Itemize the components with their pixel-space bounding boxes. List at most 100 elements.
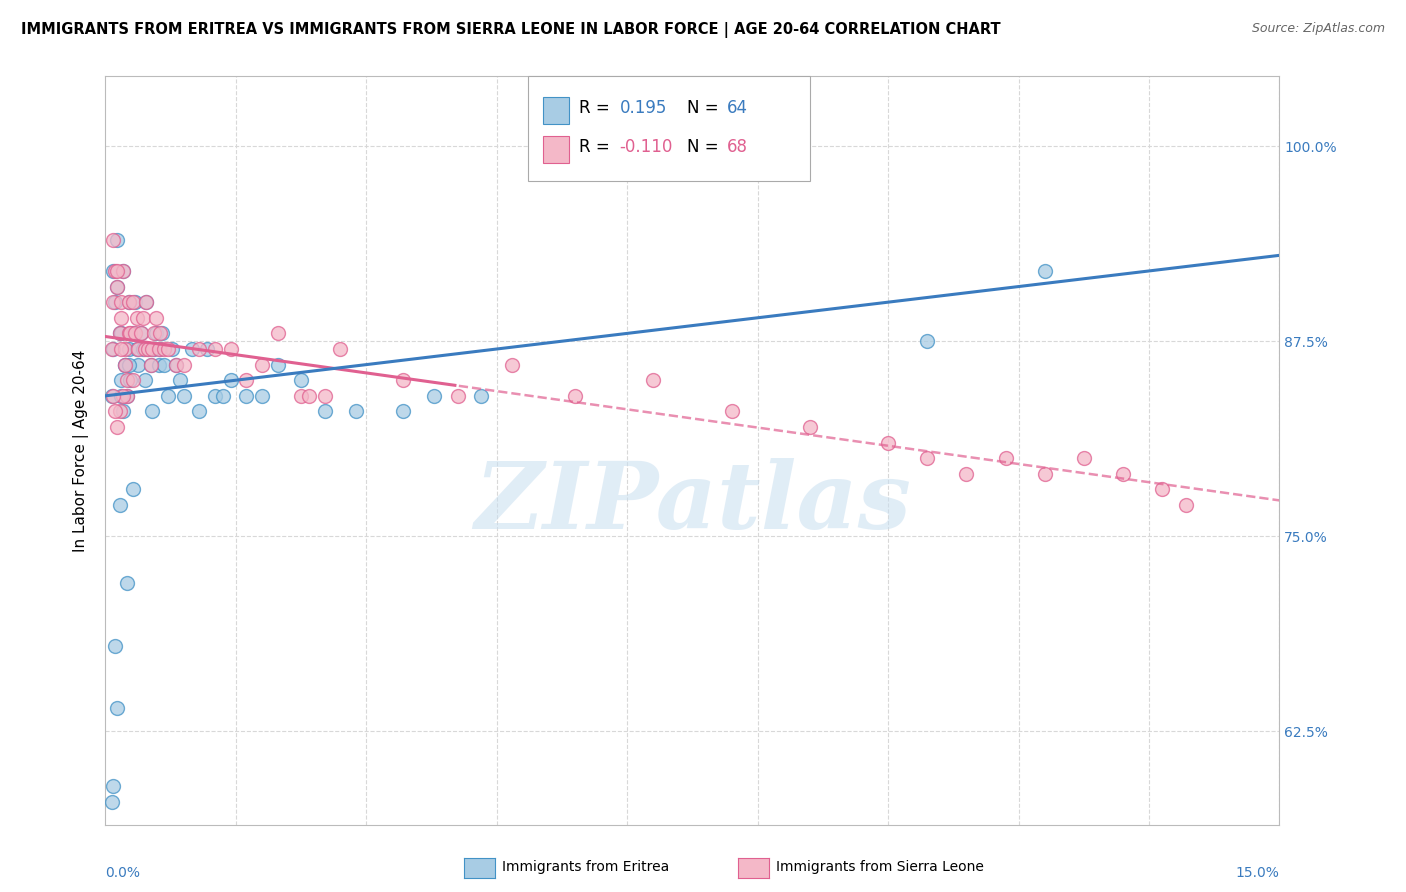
Point	[643, 373, 665, 387]
Point	[118, 295, 141, 310]
Point	[132, 342, 155, 356]
Point	[266, 358, 288, 372]
Point	[447, 389, 470, 403]
Point	[105, 279, 128, 293]
Point	[917, 451, 939, 466]
Text: Immigrants from Eritrea: Immigrants from Eritrea	[502, 860, 669, 874]
Point	[103, 342, 125, 356]
Point	[103, 389, 125, 403]
Point	[157, 342, 180, 356]
Point	[160, 342, 183, 356]
Point	[153, 358, 176, 372]
Point	[1033, 467, 1056, 481]
Text: 0.0%: 0.0%	[105, 866, 141, 880]
Point	[125, 342, 148, 356]
Point	[108, 326, 131, 341]
Point	[344, 404, 367, 418]
Point	[114, 358, 136, 372]
Point	[145, 326, 167, 341]
Text: 15.0%: 15.0%	[1236, 866, 1279, 880]
Text: N =: N =	[686, 99, 724, 117]
Point	[298, 389, 321, 403]
Point	[110, 295, 132, 310]
Text: R =: R =	[579, 99, 614, 117]
Point	[104, 639, 127, 653]
Point	[1112, 467, 1135, 481]
Point	[110, 326, 132, 341]
Point	[955, 467, 977, 481]
Point	[127, 342, 149, 356]
Point	[110, 389, 132, 403]
Point	[250, 389, 273, 403]
Point	[118, 342, 141, 356]
Point	[204, 389, 226, 403]
Point	[204, 342, 226, 356]
Point	[129, 326, 152, 341]
Point	[118, 358, 141, 372]
Point	[314, 389, 336, 403]
Point	[118, 295, 141, 310]
Point	[165, 358, 187, 372]
Point	[149, 342, 172, 356]
Point	[120, 326, 142, 341]
Point	[165, 358, 187, 372]
Point	[195, 342, 218, 356]
Point	[105, 420, 128, 434]
Point	[157, 389, 180, 403]
Point	[110, 342, 132, 356]
Point	[148, 342, 170, 356]
Point	[117, 373, 139, 387]
Point	[290, 373, 312, 387]
Point	[134, 373, 156, 387]
Point	[100, 795, 122, 809]
Text: -0.110: -0.110	[620, 138, 673, 156]
Point	[180, 342, 202, 356]
Point	[127, 358, 149, 372]
Point	[877, 435, 900, 450]
Point	[103, 295, 125, 310]
Point	[235, 373, 257, 387]
Point	[143, 342, 166, 356]
Point	[108, 326, 131, 341]
Point	[103, 264, 125, 278]
Point	[108, 498, 131, 512]
Point	[917, 334, 939, 348]
Point	[132, 310, 155, 325]
Point	[103, 779, 125, 793]
Point	[219, 342, 242, 356]
Point	[564, 389, 586, 403]
Text: 0.195: 0.195	[620, 99, 666, 117]
Point	[188, 342, 211, 356]
Point	[392, 404, 415, 418]
Point	[105, 701, 128, 715]
Point	[105, 233, 128, 247]
Point	[121, 483, 143, 497]
Point	[100, 342, 122, 356]
Point	[104, 264, 127, 278]
Point	[139, 358, 162, 372]
Point	[219, 373, 242, 387]
Point	[124, 295, 146, 310]
Text: Source: ZipAtlas.com: Source: ZipAtlas.com	[1251, 22, 1385, 36]
Point	[720, 404, 742, 418]
Point	[117, 389, 139, 403]
Point	[111, 264, 134, 278]
Point	[111, 264, 134, 278]
Point	[117, 576, 139, 591]
Point	[111, 389, 134, 403]
Point	[110, 310, 132, 325]
Point	[121, 373, 143, 387]
Point	[1174, 498, 1197, 512]
Point	[423, 389, 446, 403]
Text: IMMIGRANTS FROM ERITREA VS IMMIGRANTS FROM SIERRA LEONE IN LABOR FORCE | AGE 20-: IMMIGRANTS FROM ERITREA VS IMMIGRANTS FR…	[21, 22, 1001, 38]
Point	[329, 342, 352, 356]
Point	[173, 358, 195, 372]
Point	[121, 326, 143, 341]
Point	[121, 295, 143, 310]
Point	[138, 342, 160, 356]
Point	[135, 295, 157, 310]
Point	[266, 326, 288, 341]
Point	[105, 264, 128, 278]
Point	[100, 389, 122, 403]
Point	[141, 342, 163, 356]
